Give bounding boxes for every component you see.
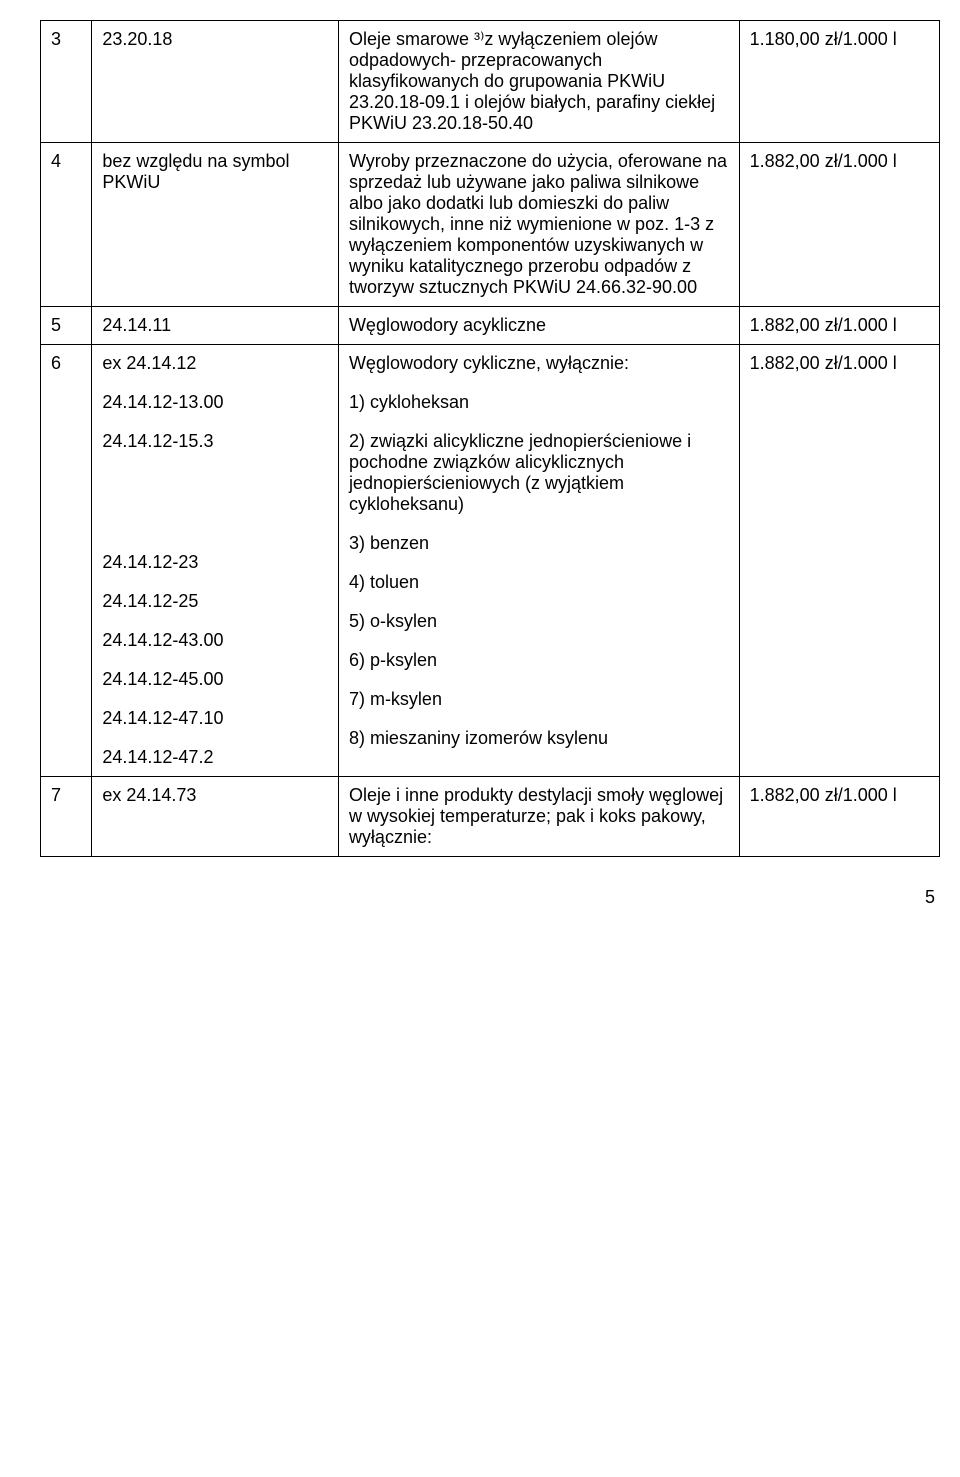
sub-code: 24.14.12-47.2 <box>102 747 328 768</box>
row-number: 5 <box>41 307 92 345</box>
sub-code: 24.14.12-25 <box>102 591 328 612</box>
row-rate: 1.882,00 zł/1.000 l <box>739 777 939 857</box>
row-description: Węglowodory acykliczne <box>338 307 739 345</box>
sub-description: 4) toluen <box>349 572 729 593</box>
sub-code: 24.14.12-23 <box>102 552 328 573</box>
row-number: 7 <box>41 777 92 857</box>
rates-table: 3 23.20.18 Oleje smarowe ³⁾z wyłączeniem… <box>40 20 940 857</box>
row-description: Wyroby przeznaczone do użycia, oferowane… <box>338 143 739 307</box>
row-rate: 1.882,00 zł/1.000 l <box>739 307 939 345</box>
main-code: ex 24.14.12 <box>102 353 328 374</box>
row-code: 23.20.18 <box>92 21 339 143</box>
table-row: 5 24.14.11 Węglowodory acykliczne 1.882,… <box>41 307 940 345</box>
row-rate: 1.180,00 zł/1.000 l <box>739 21 939 143</box>
sub-description: 3) benzen <box>349 533 729 554</box>
row-code-group: ex 24.14.12 24.14.12-13.00 24.14.12-15.3… <box>92 345 339 777</box>
sub-code: 24.14.12-15.3 <box>102 431 328 452</box>
table-row: 7 ex 24.14.73 Oleje i inne produkty dest… <box>41 777 940 857</box>
sub-description: 6) p-ksylen <box>349 650 729 671</box>
row-number: 4 <box>41 143 92 307</box>
row-code: 24.14.11 <box>92 307 339 345</box>
table-row: 3 23.20.18 Oleje smarowe ³⁾z wyłączeniem… <box>41 21 940 143</box>
sub-description: 5) o-ksylen <box>349 611 729 632</box>
row-code: ex 24.14.73 <box>92 777 339 857</box>
row-number: 6 <box>41 345 92 777</box>
row-rate: 1.882,00 zł/1.000 l <box>739 143 939 307</box>
row-number: 3 <box>41 21 92 143</box>
sub-code: 24.14.12-13.00 <box>102 392 328 413</box>
row-description: Oleje i inne produkty destylacji smoły w… <box>338 777 739 857</box>
sub-description: 2) związki alicykliczne jednopierścienio… <box>349 431 729 515</box>
row-description-group: Węglowodory cykliczne, wyłącznie: 1) cyk… <box>338 345 739 777</box>
row-rate: 1.882,00 zł/1.000 l <box>739 345 939 777</box>
sub-code: 24.14.12-45.00 <box>102 669 328 690</box>
row-code: bez względu na symbol PKWiU <box>92 143 339 307</box>
page-number: 5 <box>40 887 940 908</box>
table-row: 6 ex 24.14.12 24.14.12-13.00 24.14.12-15… <box>41 345 940 777</box>
table-row: 4 bez względu na symbol PKWiU Wyroby prz… <box>41 143 940 307</box>
sub-description: 7) m-ksylen <box>349 689 729 710</box>
sub-description: 8) mieszaniny izomerów ksylenu <box>349 728 729 749</box>
sub-code: 24.14.12-43.00 <box>102 630 328 651</box>
main-description: Węglowodory cykliczne, wyłącznie: <box>349 353 729 374</box>
row-description: Oleje smarowe ³⁾z wyłączeniem olejów odp… <box>338 21 739 143</box>
sub-code: 24.14.12-47.10 <box>102 708 328 729</box>
sub-description: 1) cykloheksan <box>349 392 729 413</box>
